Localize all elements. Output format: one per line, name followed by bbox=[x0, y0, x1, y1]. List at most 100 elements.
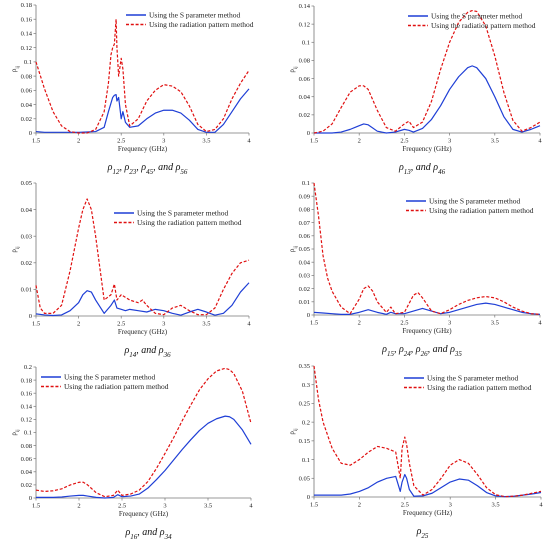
x-axis-label: Frequency (GHz) bbox=[403, 509, 453, 517]
y-tick-label: 0 bbox=[29, 130, 32, 137]
legend-label: Using the S parameter method bbox=[427, 374, 518, 383]
y-tick-label: 0.01 bbox=[299, 299, 310, 306]
y-tick-label: 0.06 bbox=[21, 88, 33, 95]
chart-panel-3: 0 0.01 0.02 0.03 0.04 0.05 1.5 2 2.5 3 3.5 4 Frequen… bbox=[10, 180, 251, 359]
x-axis-label: Frequency (GHz) bbox=[402, 145, 452, 153]
y-tick-label: 0.07 bbox=[299, 220, 311, 227]
y-tick-label: 0.2 bbox=[302, 419, 310, 426]
y-tick-label: 0 bbox=[29, 495, 32, 502]
y-tick-label: 0.06 bbox=[299, 76, 311, 83]
chart-panel-1: 0 0.02 0.04 0.06 0.08 0.1 0.12 0.14 0.16 0.18 1.5 2… bbox=[10, 2, 254, 176]
y-tick-label: 0.05 bbox=[299, 475, 310, 482]
x-tick-label: 1.5 bbox=[32, 503, 40, 510]
x-axis-label: Frequency (GHz) bbox=[118, 145, 168, 153]
legend-label: Using the radiation pattern method bbox=[431, 21, 536, 30]
y-tick-label: 0.04 bbox=[21, 102, 33, 109]
x-tick-label: 3.5 bbox=[491, 138, 499, 145]
legend-label: Using the S parameter method bbox=[137, 209, 228, 218]
panel-caption: ρ13, and ρ46 bbox=[398, 162, 446, 176]
chart-panel-4: 0 0.01 0.02 0.03 0.04 0.05 0.06 0.07 0.08 0.09 0.1… bbox=[288, 180, 542, 358]
y-axis-label: ρij bbox=[288, 66, 299, 72]
x-tick-label: 3 bbox=[448, 138, 451, 145]
x-tick-label: 2.5 bbox=[400, 138, 408, 145]
x-tick-label: 2 bbox=[358, 502, 361, 509]
y-tick-label: 0.08 bbox=[299, 58, 310, 65]
series-line-s-parameter bbox=[313, 302, 541, 315]
y-tick-label: 0 bbox=[307, 130, 310, 137]
series-line-s-parameter bbox=[314, 65, 541, 134]
legend-label: Using the S parameter method bbox=[149, 11, 240, 20]
series-line-radiation-pattern bbox=[35, 18, 250, 134]
x-axis-label: Frequency (GHz) bbox=[119, 510, 169, 518]
y-tick-label: 0 bbox=[307, 494, 310, 501]
y-axis-label: ρij bbox=[288, 246, 299, 252]
chart-panel-6: 0 0.05 0.1 0.15 0.2 0.25 0.3 0.35 1.5 2 2.5 3 3.5 4 Fr… bbox=[288, 363, 543, 540]
x-tick-label: 1.5 bbox=[32, 321, 40, 328]
y-tick-label: 0.14 bbox=[21, 404, 33, 411]
chart-panel-2: 0 0.02 0.04 0.06 0.08 0.1 0.12 0.14 1.5 2 2.5 3 3.5 4… bbox=[288, 3, 542, 176]
x-tick-label: 1.5 bbox=[310, 502, 318, 509]
x-tick-label: 3.5 bbox=[202, 321, 210, 328]
x-tick-label: 3 bbox=[162, 138, 165, 145]
y-tick-label: 0.18 bbox=[21, 2, 32, 9]
series-line-s-parameter bbox=[36, 415, 252, 499]
y-tick-label: 0.18 bbox=[21, 377, 32, 384]
y-tick-label: 0.1 bbox=[302, 457, 310, 464]
legend-label: Using the radiation pattern method bbox=[137, 218, 242, 227]
series-line-radiation-pattern bbox=[313, 182, 541, 315]
x-tick-label: 3 bbox=[448, 320, 451, 327]
x-tick-label: 4 bbox=[539, 502, 543, 509]
x-tick-label: 4 bbox=[538, 320, 542, 327]
x-tick-label: 3.5 bbox=[204, 503, 212, 510]
series-line-radiation-pattern bbox=[313, 9, 541, 134]
panel-caption: ρ25 bbox=[416, 526, 429, 540]
y-tick-label: 0.12 bbox=[21, 45, 32, 52]
y-tick-label: 0.1 bbox=[24, 59, 32, 66]
panel-caption: ρ14, and ρ36 bbox=[123, 345, 171, 359]
x-tick-label: 2 bbox=[77, 503, 80, 510]
legend-label: Using the radiation pattern method bbox=[149, 20, 254, 29]
y-tick-label: 0.3 bbox=[302, 382, 310, 389]
legend-label: Using the S parameter method bbox=[64, 373, 155, 382]
panel-caption: ρ12, ρ23, ρ45, and ρ56 bbox=[107, 162, 188, 176]
y-tick-label: 0.06 bbox=[21, 456, 33, 463]
y-tick-label: 0.06 bbox=[299, 233, 311, 240]
x-tick-label: 4 bbox=[247, 138, 251, 145]
y-axis-label: ρij bbox=[10, 66, 21, 72]
x-tick-label: 3.5 bbox=[491, 320, 499, 327]
legend-label: Using the S parameter method bbox=[429, 197, 520, 206]
x-tick-label: 2 bbox=[358, 320, 361, 327]
chart-panel-5: 0 0.02 0.04 0.06 0.08 0.1 0.12 0.14 0.16 0.18 0.2 1… bbox=[10, 364, 253, 541]
y-tick-label: 0.02 bbox=[21, 260, 32, 267]
x-tick-label: 2 bbox=[77, 138, 80, 145]
y-tick-label: 0.12 bbox=[299, 21, 310, 28]
y-tick-label: 0.02 bbox=[299, 112, 310, 119]
y-tick-label: 0.08 bbox=[299, 207, 310, 214]
y-axis-label: ρij bbox=[10, 429, 21, 435]
y-tick-label: 0 bbox=[307, 312, 310, 319]
x-tick-label: 4 bbox=[249, 503, 253, 510]
x-tick-label: 2.5 bbox=[117, 321, 125, 328]
y-tick-label: 0.02 bbox=[21, 116, 32, 123]
y-tick-label: 0.1 bbox=[302, 180, 310, 187]
legend-label: Using the radiation pattern method bbox=[64, 382, 169, 391]
x-tick-label: 4 bbox=[247, 321, 251, 328]
series-line-radiation-pattern bbox=[313, 365, 542, 498]
x-tick-label: 2.5 bbox=[117, 138, 125, 145]
series-line-s-parameter bbox=[35, 282, 250, 317]
y-tick-label: 0.16 bbox=[21, 390, 33, 397]
y-tick-label: 0.04 bbox=[299, 259, 311, 266]
y-tick-label: 0.2 bbox=[24, 364, 32, 371]
y-tick-label: 0 bbox=[29, 313, 32, 320]
x-tick-label: 2 bbox=[358, 138, 361, 145]
series-line-s-parameter bbox=[35, 88, 250, 133]
x-tick-label: 1.5 bbox=[310, 320, 318, 327]
y-tick-label: 0.01 bbox=[21, 287, 32, 294]
y-tick-label: 0.09 bbox=[299, 193, 310, 200]
panel-caption: ρ15, ρ24, ρ26, and ρ35 bbox=[381, 344, 462, 358]
